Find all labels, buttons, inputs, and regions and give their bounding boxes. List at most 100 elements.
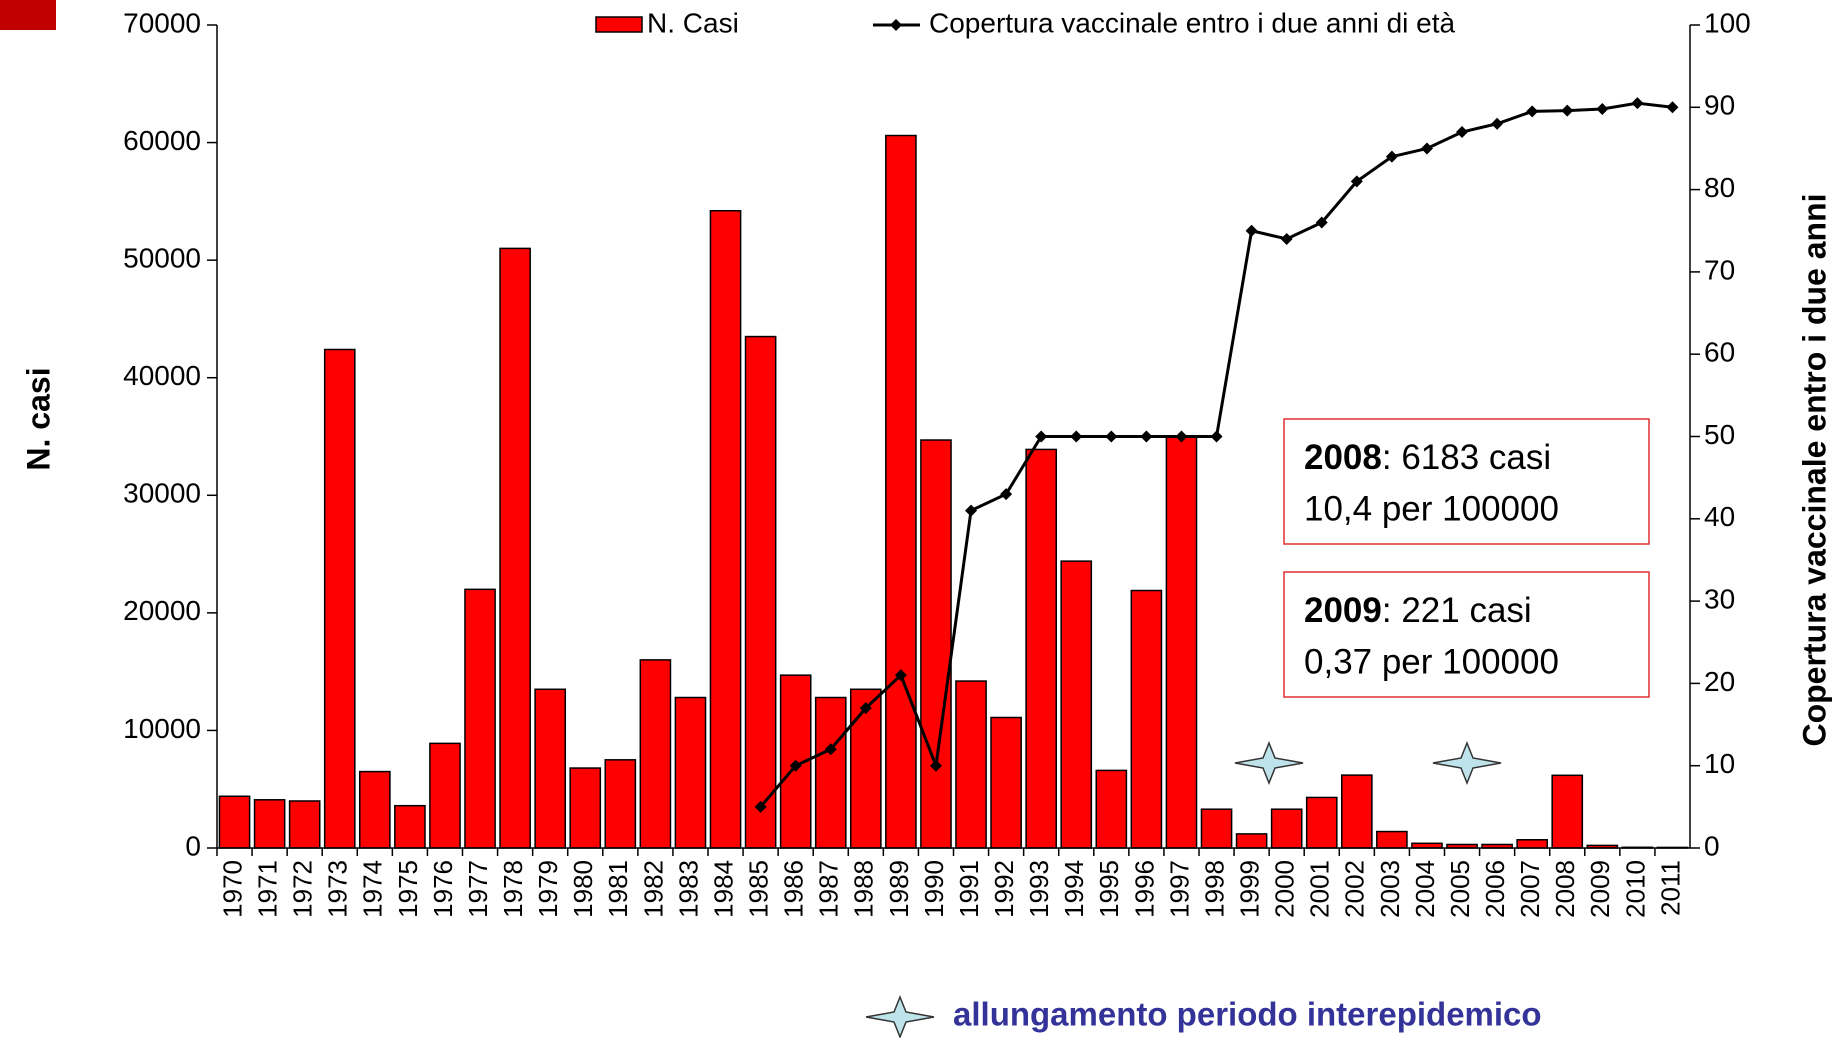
x-tick-label: 2005	[1445, 860, 1475, 918]
bar	[849, 688, 882, 849]
y2-tick-label: 0	[1704, 830, 1720, 861]
x-tick-label: 1976	[428, 860, 458, 918]
bar	[253, 799, 286, 849]
bar	[534, 688, 567, 849]
x-tick-label: 1982	[638, 860, 668, 918]
legend-swatch	[890, 19, 902, 31]
star-marker	[1432, 742, 1502, 784]
bar	[1305, 796, 1338, 849]
legend-label: Copertura vaccinale entro i due anni di …	[929, 7, 1456, 38]
y2-axis-title: Copertura vaccinale entro i due anni	[1796, 193, 1832, 746]
y2-tick-label: 60	[1704, 337, 1735, 368]
annotation-rate: 0,37 per 100000	[1304, 642, 1559, 681]
line-marker	[754, 800, 767, 813]
bar	[1200, 808, 1233, 849]
annotation-cases: : 221 casi	[1382, 591, 1532, 630]
line-marker	[894, 669, 907, 682]
x-tick-label: 1989	[884, 860, 914, 918]
x-tick-label: 1981	[603, 860, 633, 918]
bar	[499, 247, 531, 849]
bar	[358, 770, 391, 849]
x-tick-label: 1997	[1164, 860, 1194, 918]
y-axis-title: N. casi	[20, 367, 56, 470]
x-tick-label: 1992	[989, 860, 1019, 918]
bar	[218, 795, 251, 849]
x-tick-label: 2002	[1340, 860, 1370, 918]
bar	[1025, 448, 1058, 849]
corner-decoration	[0, 0, 56, 30]
bar	[1130, 589, 1163, 849]
star-note: allungamento periodo interepidemico	[953, 996, 1542, 1033]
x-tick-label: 1980	[568, 860, 598, 918]
y2-tick-label: 40	[1704, 501, 1735, 532]
x-tick-label: 1975	[393, 860, 423, 918]
legend-label: N. Casi	[647, 7, 739, 38]
bar	[323, 348, 356, 849]
bar	[288, 800, 321, 849]
annotation-year: 2008	[1304, 438, 1382, 477]
y-tick-label: 20000	[123, 595, 201, 626]
x-tick-label: 1993	[1024, 860, 1054, 918]
line-marker	[1350, 175, 1363, 188]
bar	[744, 335, 777, 849]
line-marker	[1245, 224, 1258, 237]
bar	[990, 716, 1022, 849]
line-marker	[1175, 430, 1188, 443]
bar	[1516, 839, 1549, 849]
line-marker	[1280, 232, 1293, 245]
line-marker	[859, 702, 872, 715]
x-tick-label: 2004	[1410, 860, 1440, 918]
y-tick-label: 70000	[123, 7, 201, 38]
x-tick-label: 2008	[1550, 860, 1580, 918]
legend-swatch	[595, 16, 643, 33]
annotation-box	[1283, 418, 1650, 545]
line-marker	[1000, 488, 1013, 501]
bar	[464, 588, 496, 849]
x-tick-label: 1985	[743, 860, 773, 918]
x-tick-label: 2003	[1375, 860, 1405, 918]
x-tick-label: 2011	[1655, 860, 1685, 916]
line-marker	[1420, 142, 1433, 155]
x-tick-label: 1996	[1129, 860, 1159, 918]
x-tick-label: 1988	[849, 860, 879, 918]
y2-tick-label: 50	[1704, 419, 1735, 450]
y-tick-label: 0	[185, 830, 201, 861]
line-marker	[1210, 430, 1223, 443]
x-tick-label: 2001	[1305, 860, 1335, 918]
bar	[885, 134, 917, 849]
y2-tick-label: 70	[1704, 254, 1735, 285]
bar	[920, 439, 952, 849]
bar	[1270, 808, 1303, 849]
x-tick-label: 2006	[1480, 860, 1510, 918]
y2-tick-label: 20	[1704, 666, 1735, 697]
line-marker	[1315, 216, 1328, 229]
x-tick-label: 1986	[779, 860, 809, 918]
bar	[814, 696, 847, 849]
x-tick-label: 1972	[288, 860, 318, 918]
line-marker	[1491, 117, 1504, 130]
x-tick-label: 1990	[919, 860, 949, 918]
star-legend-icon	[865, 996, 935, 1038]
x-tick-label: 1998	[1199, 860, 1229, 918]
star-marker	[1234, 742, 1304, 784]
x-tick-label: 1991	[954, 860, 984, 918]
bar	[1551, 774, 1584, 849]
bar	[429, 742, 461, 849]
x-tick-label: 2009	[1585, 860, 1615, 918]
annotation-box	[1283, 571, 1650, 698]
x-tick-label: 1994	[1059, 860, 1089, 918]
bar	[569, 767, 602, 849]
x-tick-label: 1984	[708, 860, 738, 918]
line-marker	[1526, 105, 1539, 118]
x-tick-label: 1974	[358, 860, 388, 918]
y-tick-label: 10000	[123, 713, 201, 744]
bar	[709, 210, 742, 849]
y-tick-label: 50000	[123, 243, 201, 274]
line-marker	[789, 759, 802, 772]
line-marker	[1666, 101, 1679, 114]
x-tick-label: 2000	[1270, 860, 1300, 918]
bar	[1095, 769, 1128, 849]
x-tick-label: 1978	[498, 860, 528, 918]
bar	[1340, 774, 1373, 849]
